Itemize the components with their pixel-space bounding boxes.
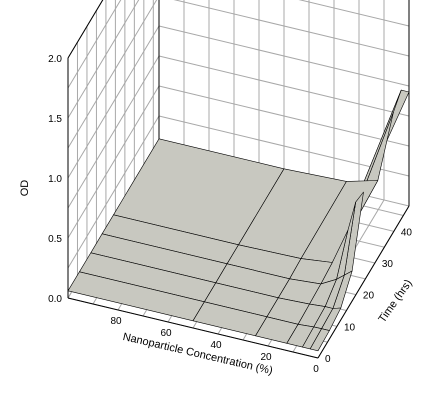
y-tick-label: 0	[325, 354, 331, 365]
grid-line-side-wall-horizontal	[67, 0, 140, 119]
grid-line-side-wall-horizontal	[67, 0, 158, 149]
x-tick-label: 20	[260, 352, 272, 363]
x-tick-label: 0	[313, 364, 319, 375]
x-tick-label: 40	[210, 340, 222, 351]
tick-labels: 0.0 0.5 1.0 1.5 2.0 80 60 40 20 00 10 20 30 40	[48, 54, 412, 375]
frame-edge-floor-front	[67, 297, 319, 359]
z-tick-label: 1.0	[48, 174, 62, 185]
grid-line-side-wall-horizontal	[67, 0, 122, 89]
z-tick-label: 1.5	[48, 114, 62, 125]
y-tick-label: 40	[401, 227, 413, 238]
frame-edge-floor-right	[317, 205, 410, 359]
z-axis-title: OD	[19, 180, 31, 197]
x-axis-title: Nanoparticle Concentration (%)	[122, 331, 274, 377]
y-tick-label: 30	[382, 259, 394, 270]
y-tick-label: 20	[363, 291, 375, 302]
z-tick-label: 0.0	[48, 294, 62, 305]
y-axis-title: Time (hrs)	[376, 277, 414, 325]
x-tick-label: 80	[110, 316, 122, 327]
frame-edge-top-left	[67, 0, 104, 59]
grid-line-back-wall-horizontal	[298, 0, 410, 27]
surface-patch	[309, 328, 330, 352]
y-tick-label: 10	[344, 322, 356, 333]
z-tick-label: 0.5	[48, 234, 62, 245]
x-tick-label: 60	[160, 328, 172, 339]
grid-line-side-wall-horizontal	[67, 25, 160, 179]
surface-plot	[67, 89, 410, 352]
z-tick-label: 2.0	[48, 54, 62, 65]
